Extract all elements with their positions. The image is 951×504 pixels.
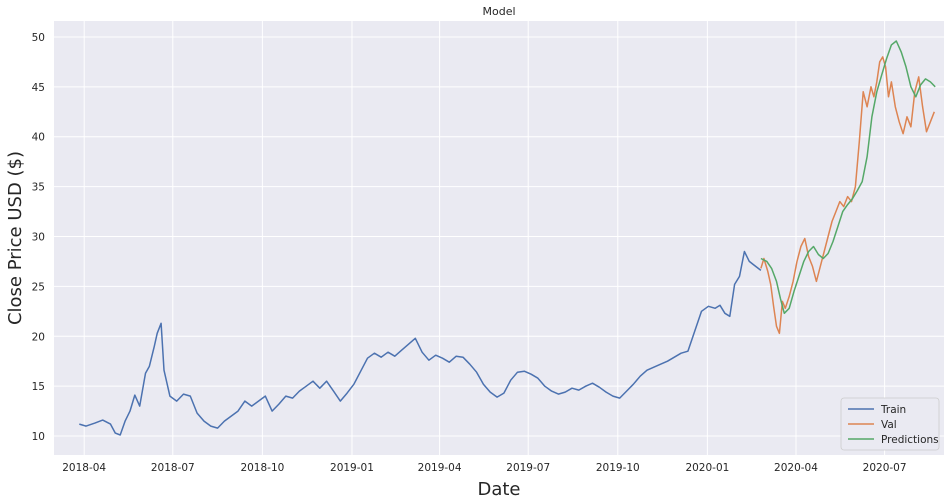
y-tick-label: 20 (32, 331, 45, 343)
x-tick-label: 2020-01 (685, 462, 729, 474)
y-tick-label: 45 (32, 82, 45, 94)
legend-label-val: Val (881, 419, 897, 431)
x-axis-label: Date (477, 479, 520, 500)
x-tick-label: 2019-01 (330, 462, 374, 474)
tick-labels: 10 15 20 25 30 35 40 45 50 2018-04 2018-07 2018-10 2… (32, 32, 907, 474)
y-tick-label: 40 (32, 132, 45, 144)
series-line-predictions (760, 40, 936, 315)
y-tick-label: 35 (32, 182, 45, 194)
series-lines (79, 40, 936, 436)
y-tick-label: 50 (32, 32, 45, 44)
legend-label-train: Train (880, 404, 906, 416)
x-tick-label: 2019-07 (506, 462, 550, 474)
legend-label-predictions: Predictions (881, 434, 939, 446)
y-tick-label: 30 (32, 232, 45, 244)
x-tick-label: 2019-04 (418, 462, 462, 474)
x-tick-label: 2018-04 (62, 462, 106, 474)
x-tick-label: 2018-10 (240, 462, 284, 474)
grid (54, 21, 944, 455)
x-tick-label: 2019-10 (596, 462, 640, 474)
y-tick-label: 10 (32, 431, 45, 443)
legend: Train Val Predictions (840, 397, 940, 451)
x-tick-label: 2020-04 (774, 462, 818, 474)
x-tick-label: 2018-07 (151, 462, 195, 474)
y-axis-label: Close Price USD ($) (5, 151, 26, 325)
series-line-val (760, 56, 935, 335)
chart-title: Model (482, 5, 515, 18)
legend-box (840, 397, 940, 451)
y-tick-label: 15 (32, 381, 45, 393)
x-tick-label: 2020-07 (863, 462, 907, 474)
series-line-train (79, 250, 762, 436)
plot-area (54, 21, 944, 455)
y-tick-label: 25 (32, 281, 45, 293)
